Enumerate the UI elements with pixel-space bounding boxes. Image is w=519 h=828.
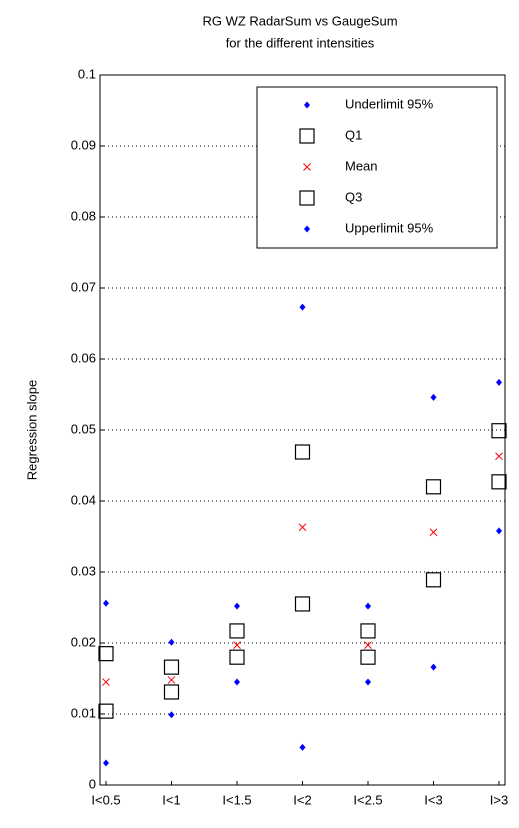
y-tick-label: 0.02 xyxy=(71,634,96,649)
point xyxy=(163,684,180,700)
point xyxy=(425,479,442,495)
point xyxy=(299,743,306,751)
x-tick-label: I<1.5 xyxy=(222,792,251,807)
x-tick-label: I>3 xyxy=(490,792,508,807)
legend-label: Q3 xyxy=(345,189,362,204)
y-tick-label: 0.1 xyxy=(78,66,96,81)
y-tick-label: 0.08 xyxy=(71,208,96,223)
x-tick-label: I<2.5 xyxy=(353,792,382,807)
point xyxy=(495,452,503,461)
legend-marker xyxy=(299,128,315,144)
point xyxy=(234,678,240,686)
x-tick-label: I<3 xyxy=(424,792,442,807)
point xyxy=(103,599,109,607)
point xyxy=(98,646,114,662)
legend-box xyxy=(256,86,498,249)
y-tick-label: 0.09 xyxy=(71,137,96,152)
legend-label: Upperlimit 95% xyxy=(345,220,434,235)
legend-label: Q1 xyxy=(345,127,362,142)
point xyxy=(233,641,241,649)
x-tick-label: I<2 xyxy=(293,792,311,807)
legend-label: Underlimit 95% xyxy=(345,96,434,111)
point xyxy=(98,703,114,719)
point xyxy=(430,393,437,401)
legend-marker xyxy=(303,163,311,171)
y-tick-label: 0.01 xyxy=(71,705,96,720)
y-tick-label: 0.07 xyxy=(71,279,96,294)
point xyxy=(496,527,502,535)
point xyxy=(102,678,110,686)
point xyxy=(298,523,307,532)
point xyxy=(365,678,371,686)
point xyxy=(365,602,371,610)
point xyxy=(360,649,376,665)
legend-label: Mean xyxy=(345,158,378,173)
point xyxy=(425,572,442,588)
y-tick-label: 0.05 xyxy=(71,421,96,436)
point xyxy=(229,623,245,639)
point xyxy=(364,641,372,649)
point xyxy=(168,711,175,719)
point xyxy=(163,659,180,675)
point xyxy=(496,378,502,386)
y-axis-label: Regression slope xyxy=(24,380,39,480)
y-tick-label: 0.06 xyxy=(71,350,96,365)
point xyxy=(294,444,311,460)
x-tick-label: I<1 xyxy=(162,792,180,807)
point xyxy=(234,602,240,610)
point xyxy=(429,528,438,537)
legend-marker xyxy=(299,190,315,206)
point xyxy=(103,759,109,767)
point xyxy=(167,676,176,684)
point xyxy=(294,596,311,612)
chart-title: RG WZ RadarSum vs GaugeSum xyxy=(202,13,397,28)
point xyxy=(491,423,507,439)
chart-title: for the different intensities xyxy=(226,35,375,50)
legend-marker xyxy=(304,101,310,109)
y-tick-label: 0 xyxy=(89,776,96,791)
x-tick-label: I<0.5 xyxy=(91,792,120,807)
legend-marker xyxy=(304,225,310,233)
point xyxy=(491,474,507,490)
point xyxy=(299,303,306,311)
y-tick-label: 0.03 xyxy=(71,563,96,578)
y-tick-label: 0.04 xyxy=(71,492,96,507)
point xyxy=(360,623,376,639)
point xyxy=(229,649,245,665)
point xyxy=(168,638,175,646)
point xyxy=(430,663,437,671)
